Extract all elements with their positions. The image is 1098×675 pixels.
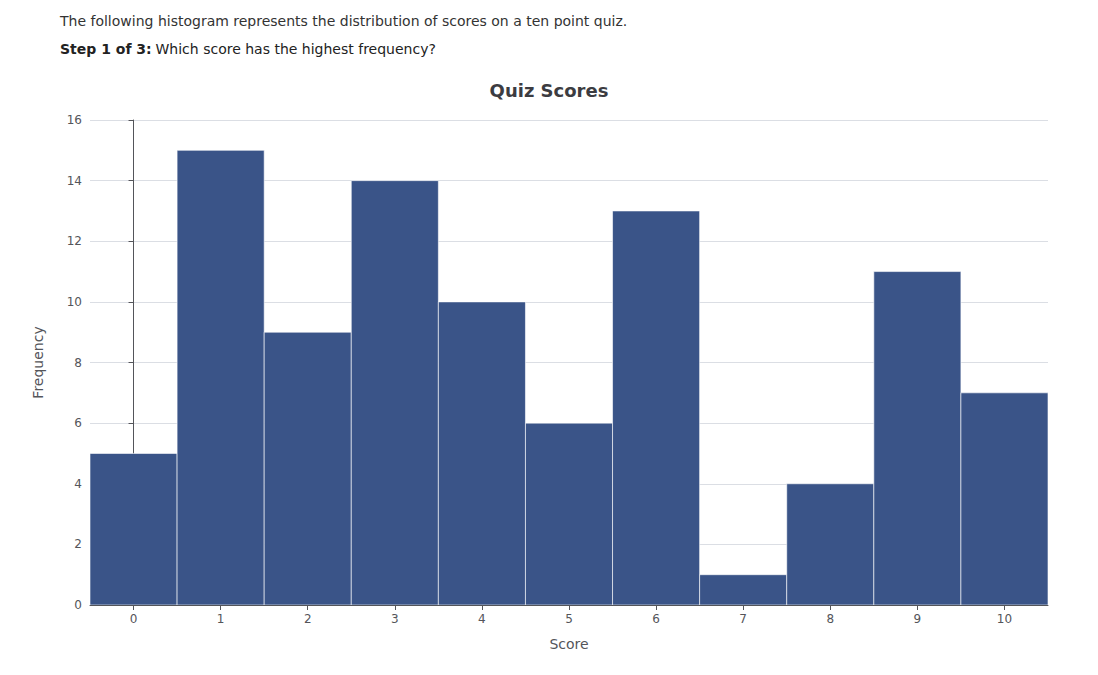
svg-text:1: 1 [217,612,225,626]
svg-text:2: 2 [304,612,312,626]
svg-text:8: 8 [74,356,82,370]
svg-text:7: 7 [739,612,747,626]
svg-text:4: 4 [478,612,486,626]
svg-text:Quiz Scores: Quiz Scores [490,80,609,101]
svg-text:9: 9 [914,612,922,626]
svg-text:0: 0 [74,598,82,612]
svg-text:14: 14 [67,174,82,188]
svg-text:Which score has the highest fr: Which score has the highest frequency? [156,41,436,57]
svg-text:3: 3 [391,612,399,626]
svg-text:10: 10 [997,612,1012,626]
svg-text:16: 16 [67,113,82,127]
svg-text:8: 8 [826,612,834,626]
svg-text:Step 1 of 3:: Step 1 of 3: [60,41,152,57]
svg-text:2: 2 [74,537,82,551]
svg-text:0: 0 [130,612,138,626]
svg-text:Frequency: Frequency [30,326,46,398]
svg-text:6: 6 [652,612,660,626]
svg-text:12: 12 [67,234,82,248]
svg-text:4: 4 [74,477,82,491]
svg-text:6: 6 [74,416,82,430]
svg-text:10: 10 [67,295,82,309]
svg-text:The following histogram repres: The following histogram represents the d… [59,13,627,29]
svg-text:Score: Score [549,636,588,652]
svg-text:5: 5 [565,612,573,626]
